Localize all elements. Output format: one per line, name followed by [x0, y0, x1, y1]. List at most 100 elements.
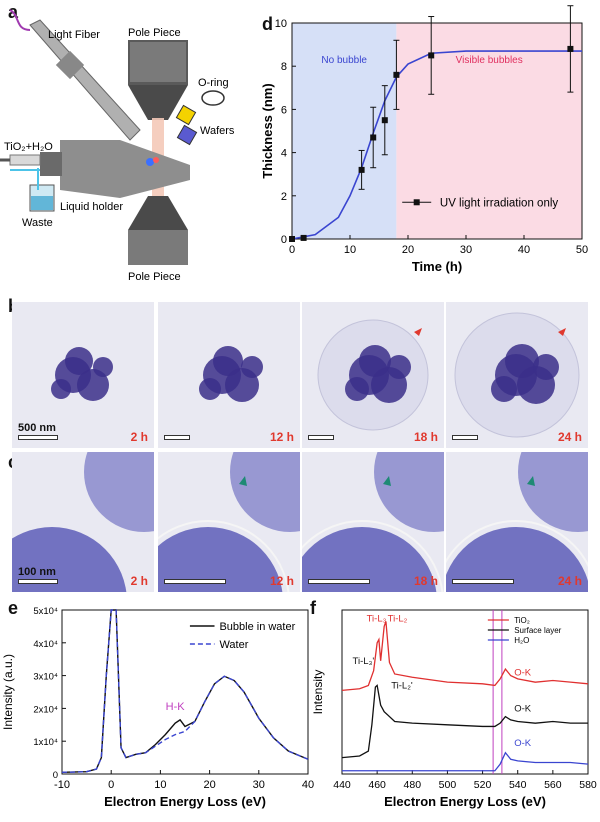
series-line-0 [61, 609, 309, 774]
label-light-fiber: Light Fiber [48, 29, 100, 41]
legend-label: Surface layer [514, 626, 561, 635]
legend-label: Bubble in water [219, 621, 295, 633]
x-tick-label: 580 [579, 779, 597, 791]
chart-eels-low-loss: -10 0 10 20 30 4001x10⁴2x10⁴3x10⁴4x10⁴5x10⁴El… [1, 606, 314, 809]
tem-micrograph [12, 302, 154, 448]
legend-label: TiO₂ [514, 616, 530, 625]
plot-frame [291, 22, 583, 240]
scale-bar [308, 579, 370, 584]
x-axis-label: Time (h) [412, 259, 462, 274]
particle [241, 356, 263, 378]
particle [533, 354, 559, 380]
y-tick-label: 10 [275, 18, 287, 30]
data-point [381, 117, 388, 124]
pole-piece-top [128, 40, 188, 120]
region-label-1: Visible bubbles [456, 55, 523, 66]
x-axis-label: Electron Energy Loss (eV) [104, 794, 266, 809]
particle [213, 346, 243, 376]
series-line-1 [341, 684, 588, 759]
x-tick-label: 540 [509, 779, 527, 791]
peak-label: Ti-L₃ [367, 613, 387, 624]
region-label-0: No bubble [321, 55, 367, 66]
region-0 [292, 23, 397, 239]
time-label: 2 h [130, 430, 148, 444]
tem-image-b-3: 18 h [302, 302, 444, 448]
tem-image-c-2: 12 h [158, 452, 300, 592]
arrow-marker [558, 328, 566, 336]
x-tick-label: 40 [302, 779, 314, 791]
surface-layer [302, 520, 444, 592]
x-tick-label: 50 [576, 244, 588, 256]
tem-image-c-1: 2 h 100 nm [12, 452, 154, 592]
label-liquid-holder: Liquid holder [60, 201, 123, 213]
wafers-icon [175, 104, 198, 146]
y-axis-label: Thickness (nm) [260, 83, 275, 178]
legend-label: H₂O [514, 636, 529, 645]
x-axis-label: Electron Energy Loss (eV) [384, 794, 546, 809]
particle [12, 527, 127, 592]
particle [518, 452, 588, 532]
particle [77, 369, 109, 401]
tem-image-c-4: 24 h [446, 452, 588, 592]
time-label: 18 h [413, 430, 438, 444]
light-fiber [9, 9, 141, 141]
y-tick-label: 0 [281, 234, 287, 246]
panel-letter-e: e [8, 598, 19, 618]
data-point [300, 234, 307, 241]
tem-micrograph [302, 452, 444, 592]
arrow-marker [527, 476, 535, 486]
label-waste: Waste [22, 217, 53, 229]
time-label: 2 h [130, 574, 148, 588]
particle [359, 345, 391, 377]
y-axis-label: Intensity (a.u.) [1, 654, 15, 730]
data-point [370, 134, 377, 141]
arrow-marker [414, 328, 422, 336]
tem-micrograph [158, 452, 300, 592]
data-point [393, 71, 400, 78]
y-tick-label: 6 [281, 104, 287, 116]
tem-micrograph [12, 452, 154, 592]
o-ring-icon [201, 90, 225, 106]
peak-label: Ti-L₂ [388, 613, 408, 624]
x-tick-label: 10 [154, 779, 166, 791]
time-label: 24 h [557, 574, 582, 588]
x-tick-label: 500 [439, 779, 457, 791]
tem-image-b-1: 2 h 500 nm [12, 302, 154, 448]
tem-image-c-3: 18 h [302, 452, 444, 592]
particle [158, 527, 283, 592]
x-tick-label: 20 [203, 779, 215, 791]
y-tick-label: 1x10⁴ [33, 737, 58, 748]
legend-label: Water [219, 639, 248, 651]
tem-micrograph [302, 302, 444, 448]
peak-label: O-K [514, 704, 532, 715]
scale-bar-label: 500 nm [18, 422, 56, 434]
annotation-h-k: H-K [166, 701, 186, 713]
y-tick-label: 4x10⁴ [33, 639, 58, 650]
x-tick-label: 520 [474, 779, 492, 791]
syringe [0, 154, 41, 166]
particle [199, 378, 221, 400]
x-tick-label: -10 [54, 779, 70, 791]
scale-bar [452, 579, 514, 584]
holder-schematic: Light Fiber Pole Piece O-ring Wafers TiO… [0, 9, 235, 283]
peak-label: Ti-L₂' [391, 681, 413, 692]
particle [230, 452, 300, 532]
particle [84, 452, 154, 532]
label-wafers: Wafers [200, 125, 235, 137]
y-tick-label: 0 [53, 770, 58, 781]
x-tick-label: 40 [518, 244, 530, 256]
time-label: 12 h [269, 430, 294, 444]
scale-bar [18, 579, 58, 584]
x-tick-label: 10 [344, 244, 356, 256]
time-label: 18 h [413, 574, 438, 588]
peak-label: O-K [514, 738, 532, 749]
particle [491, 376, 517, 402]
scale-bar [164, 579, 226, 584]
y-tick-label: 8 [281, 61, 287, 73]
panel-letter-d: d [262, 14, 273, 34]
particle [51, 379, 71, 399]
particle [93, 357, 113, 377]
x-tick-label: 460 [368, 779, 386, 791]
data-point [428, 52, 435, 59]
scale-bar-label: 100 nm [18, 566, 56, 578]
